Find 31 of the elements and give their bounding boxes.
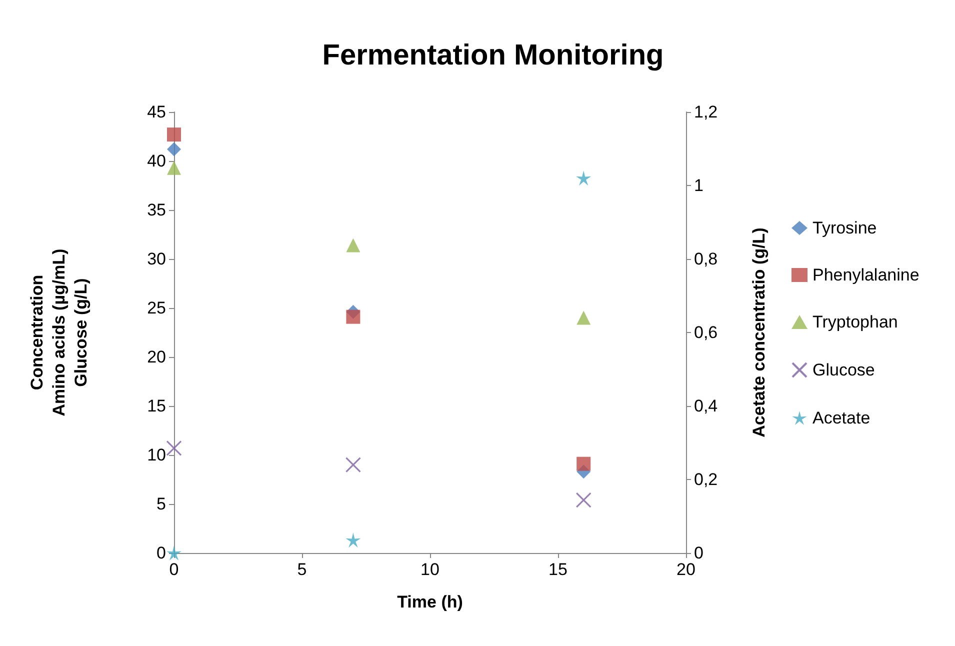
x-tick-label: 5 [297,560,307,579]
y-tick-label: 40 [147,152,166,170]
y2-tick-label: 0,2 [694,470,718,489]
y2-axis-title: Acetate concentratio (g/L) [750,228,768,438]
y-tick-label: 0 [156,544,166,562]
y-tick-label: 5 [156,494,166,514]
x-tick-label: 15 [548,560,568,579]
y2-tick-label: 0 [694,544,704,562]
y-tick-label: 35 [147,200,166,220]
y-tick-label: 20 [147,348,166,366]
y-axis-title: Concentration Amino acids (µg/mL) Glucose (g/L) [28,248,90,416]
chart-title: Fermentation Monitoring [322,40,664,72]
y-tick-label: 45 [147,102,166,122]
x-tick-label: 10 [420,560,440,579]
x-axis-title: Time (h) [397,592,463,612]
y2-tick-label: 0,8 [694,250,718,268]
legend-label: Phenylalanine [812,266,920,284]
y2-tick-label: 0,4 [694,396,718,416]
legend-label: Glucose [812,360,875,380]
legend-label: Acetate [812,408,870,428]
legend-label: Tryptophan [812,312,898,332]
y-tick-label: 10 [147,446,166,464]
y-tick-label: 15 [147,396,166,416]
legend-label: Tyrosine [812,218,877,238]
y2-tick-label: 1 [694,176,704,195]
y2-tick-label: 1,2 [694,102,718,122]
x-tick-label: 20 [676,560,696,579]
x-tick-label: 0 [169,560,179,579]
y-tick-label: 30 [147,250,166,268]
y2-tick-label: 0,6 [694,323,718,342]
y-tick-label: 25 [147,298,166,318]
